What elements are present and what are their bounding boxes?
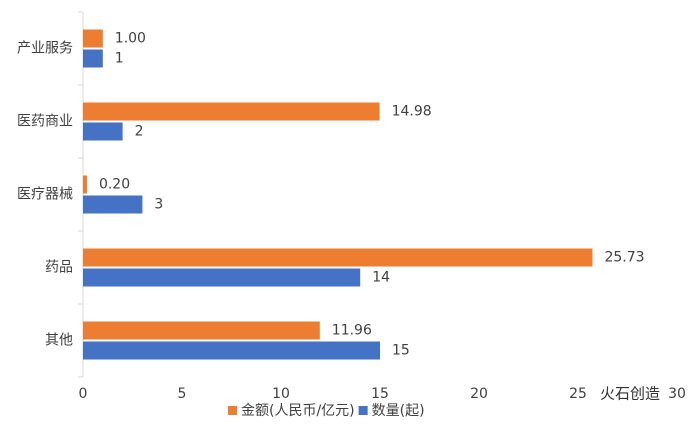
value-label: 2 [135, 124, 144, 140]
bar [83, 29, 103, 48]
value-label: 15 [392, 343, 410, 359]
value-label: 11.96 [332, 323, 372, 339]
value-label: 1 [115, 51, 124, 67]
value-label: 25.73 [604, 250, 644, 266]
bar [83, 122, 123, 141]
bar [83, 341, 380, 360]
value-label: 3 [154, 197, 163, 213]
x-tick-label: 10 [272, 386, 290, 402]
bar [83, 268, 361, 287]
y-tick-label: 药品 [45, 260, 73, 276]
x-tick-label: 0 [79, 386, 88, 402]
bar [83, 321, 320, 340]
bar [83, 248, 593, 267]
bar [83, 175, 87, 194]
y-tick-label: 其他 [45, 333, 73, 349]
bar [83, 49, 103, 68]
x-tick-label: 30 [668, 386, 686, 402]
value-label: 0.20 [99, 177, 130, 193]
y-tick-label: 医疗器械 [17, 187, 73, 203]
legend-swatch [228, 406, 237, 415]
x-tick-label: 5 [178, 386, 187, 402]
y-tick-label: 医药商业 [17, 114, 73, 130]
legend-label: 数量(起) [372, 403, 425, 419]
value-label: 1.00 [115, 31, 146, 47]
legend-label: 金额(人民币/亿元) [241, 403, 355, 419]
x-tick-label: 15 [371, 386, 389, 402]
value-label: 14 [372, 270, 390, 286]
legend-swatch [358, 406, 368, 415]
y-tick-label: 产业服务 [17, 41, 73, 57]
bar [83, 195, 143, 214]
x-tick-label: 25 [569, 386, 587, 402]
watermark: 火石创造 [600, 385, 660, 403]
bar [83, 102, 380, 121]
value-label: 14.98 [392, 104, 432, 120]
x-tick-label: 20 [470, 386, 488, 402]
